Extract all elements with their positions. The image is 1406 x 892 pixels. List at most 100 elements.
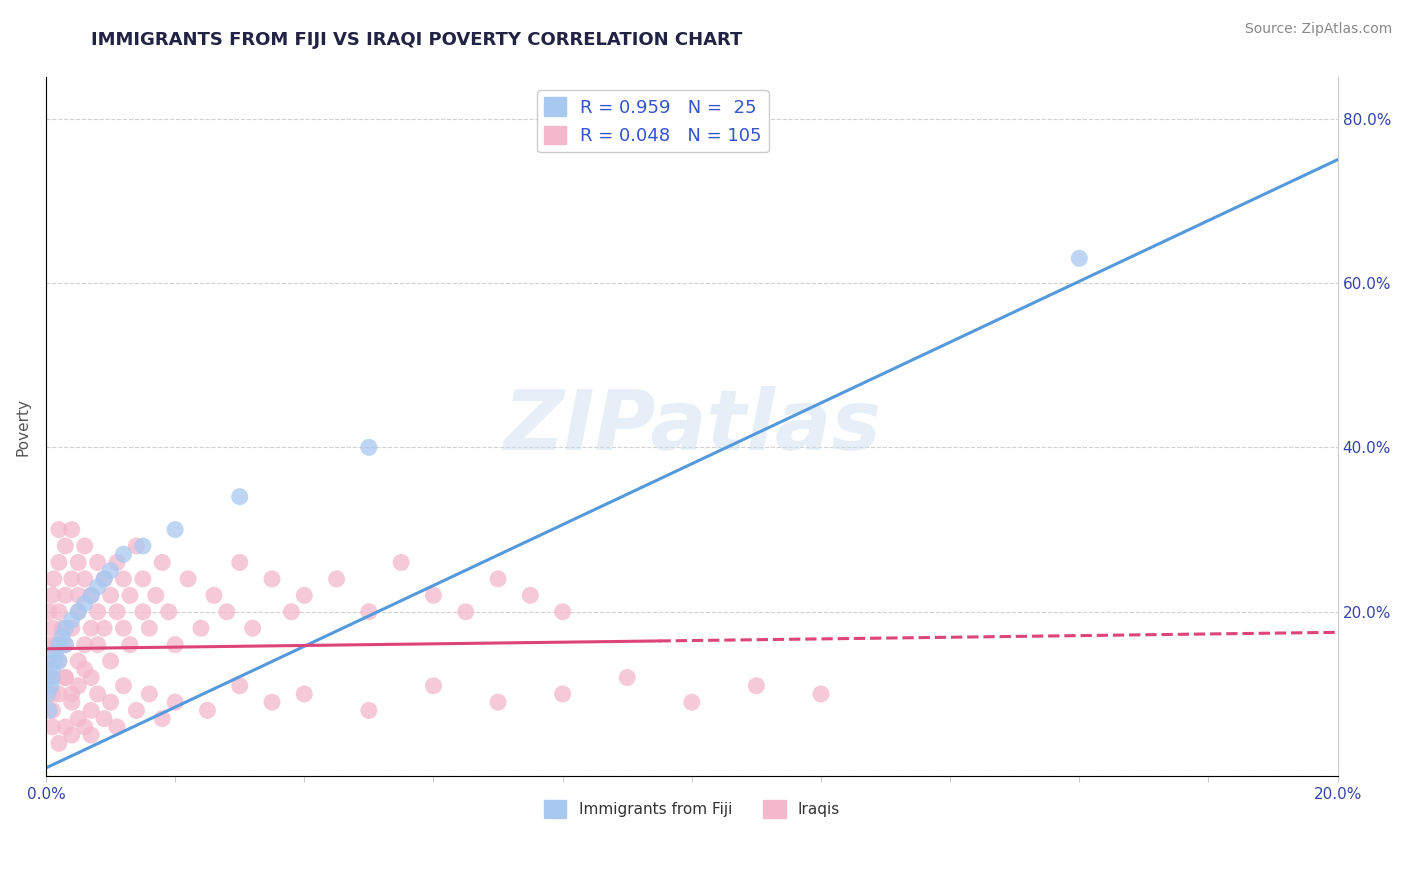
Point: [67, 605, 90, 619]
Point: [100, 695, 122, 709]
Text: Source: ZipAtlas.com: Source: ZipAtlas.com: [1244, 22, 1392, 37]
Point: [519, 588, 541, 602]
Point: [138, 621, 160, 635]
Point: [138, 687, 160, 701]
Point: [45, 646, 67, 660]
Point: [53, 720, 76, 734]
Point: [132, 539, 155, 553]
Point: [67, 654, 90, 668]
Point: [53, 638, 76, 652]
Point: [48, 654, 70, 668]
Point: [616, 671, 638, 685]
Point: [242, 621, 264, 635]
Point: [357, 605, 380, 619]
Point: [112, 679, 135, 693]
Point: [80, 588, 103, 602]
Point: [53, 671, 76, 685]
Point: [42, 572, 65, 586]
Point: [48, 736, 70, 750]
Point: [422, 588, 444, 602]
Point: [389, 556, 412, 570]
Point: [118, 588, 141, 602]
Point: [177, 572, 200, 586]
Point: [260, 572, 283, 586]
Point: [80, 671, 103, 685]
Point: [41, 703, 63, 717]
Point: [100, 588, 122, 602]
Text: IMMIGRANTS FROM FIJI VS IRAQI POVERTY CORRELATION CHART: IMMIGRANTS FROM FIJI VS IRAQI POVERTY CO…: [91, 31, 742, 49]
Point: [93, 621, 115, 635]
Point: [60, 572, 83, 586]
Point: [60, 695, 83, 709]
Point: [73, 720, 96, 734]
Point: [100, 654, 122, 668]
Point: [86, 556, 108, 570]
Point: [60, 613, 83, 627]
Point: [73, 572, 96, 586]
Point: [48, 556, 70, 570]
Point: [48, 523, 70, 537]
Point: [165, 695, 187, 709]
Point: [105, 556, 128, 570]
Point: [486, 572, 509, 586]
Point: [125, 703, 148, 717]
Point: [93, 712, 115, 726]
Point: [228, 490, 250, 504]
Point: [132, 572, 155, 586]
Point: [100, 564, 122, 578]
Point: [292, 588, 315, 602]
Point: [41, 588, 63, 602]
Point: [37, 687, 59, 701]
Point: [60, 728, 83, 742]
Point: [228, 679, 250, 693]
Point: [454, 605, 477, 619]
Point: [422, 679, 444, 693]
Text: ZIPatlas: ZIPatlas: [503, 386, 880, 467]
Point: [93, 572, 115, 586]
Point: [190, 621, 212, 635]
Point: [165, 638, 187, 652]
Point: [42, 654, 65, 668]
Point: [486, 695, 509, 709]
Y-axis label: Poverty: Poverty: [15, 398, 30, 456]
Point: [73, 662, 96, 676]
Point: [132, 605, 155, 619]
Point: [67, 556, 90, 570]
Point: [80, 728, 103, 742]
Point: [112, 572, 135, 586]
Point: [745, 679, 768, 693]
Point: [292, 687, 315, 701]
Point: [73, 638, 96, 652]
Point: [41, 662, 63, 676]
Point: [67, 605, 90, 619]
Point: [105, 720, 128, 734]
Point: [93, 572, 115, 586]
Point: [38, 605, 60, 619]
Point: [53, 588, 76, 602]
Point: [41, 671, 63, 685]
Point: [215, 605, 238, 619]
Point: [53, 671, 76, 685]
Point: [125, 539, 148, 553]
Point: [41, 621, 63, 635]
Point: [86, 638, 108, 652]
Point: [145, 588, 167, 602]
Point: [39, 671, 62, 685]
Point: [48, 638, 70, 652]
Point: [53, 621, 76, 635]
Point: [118, 638, 141, 652]
Point: [86, 605, 108, 619]
Point: [1069, 252, 1091, 266]
Point: [105, 605, 128, 619]
Point: [53, 638, 76, 652]
Point: [73, 597, 96, 611]
Point: [112, 547, 135, 561]
Point: [165, 523, 187, 537]
Point: [357, 703, 380, 717]
Point: [73, 539, 96, 553]
Point: [41, 720, 63, 734]
Point: [53, 539, 76, 553]
Point: [60, 687, 83, 701]
Point: [48, 654, 70, 668]
Point: [80, 588, 103, 602]
